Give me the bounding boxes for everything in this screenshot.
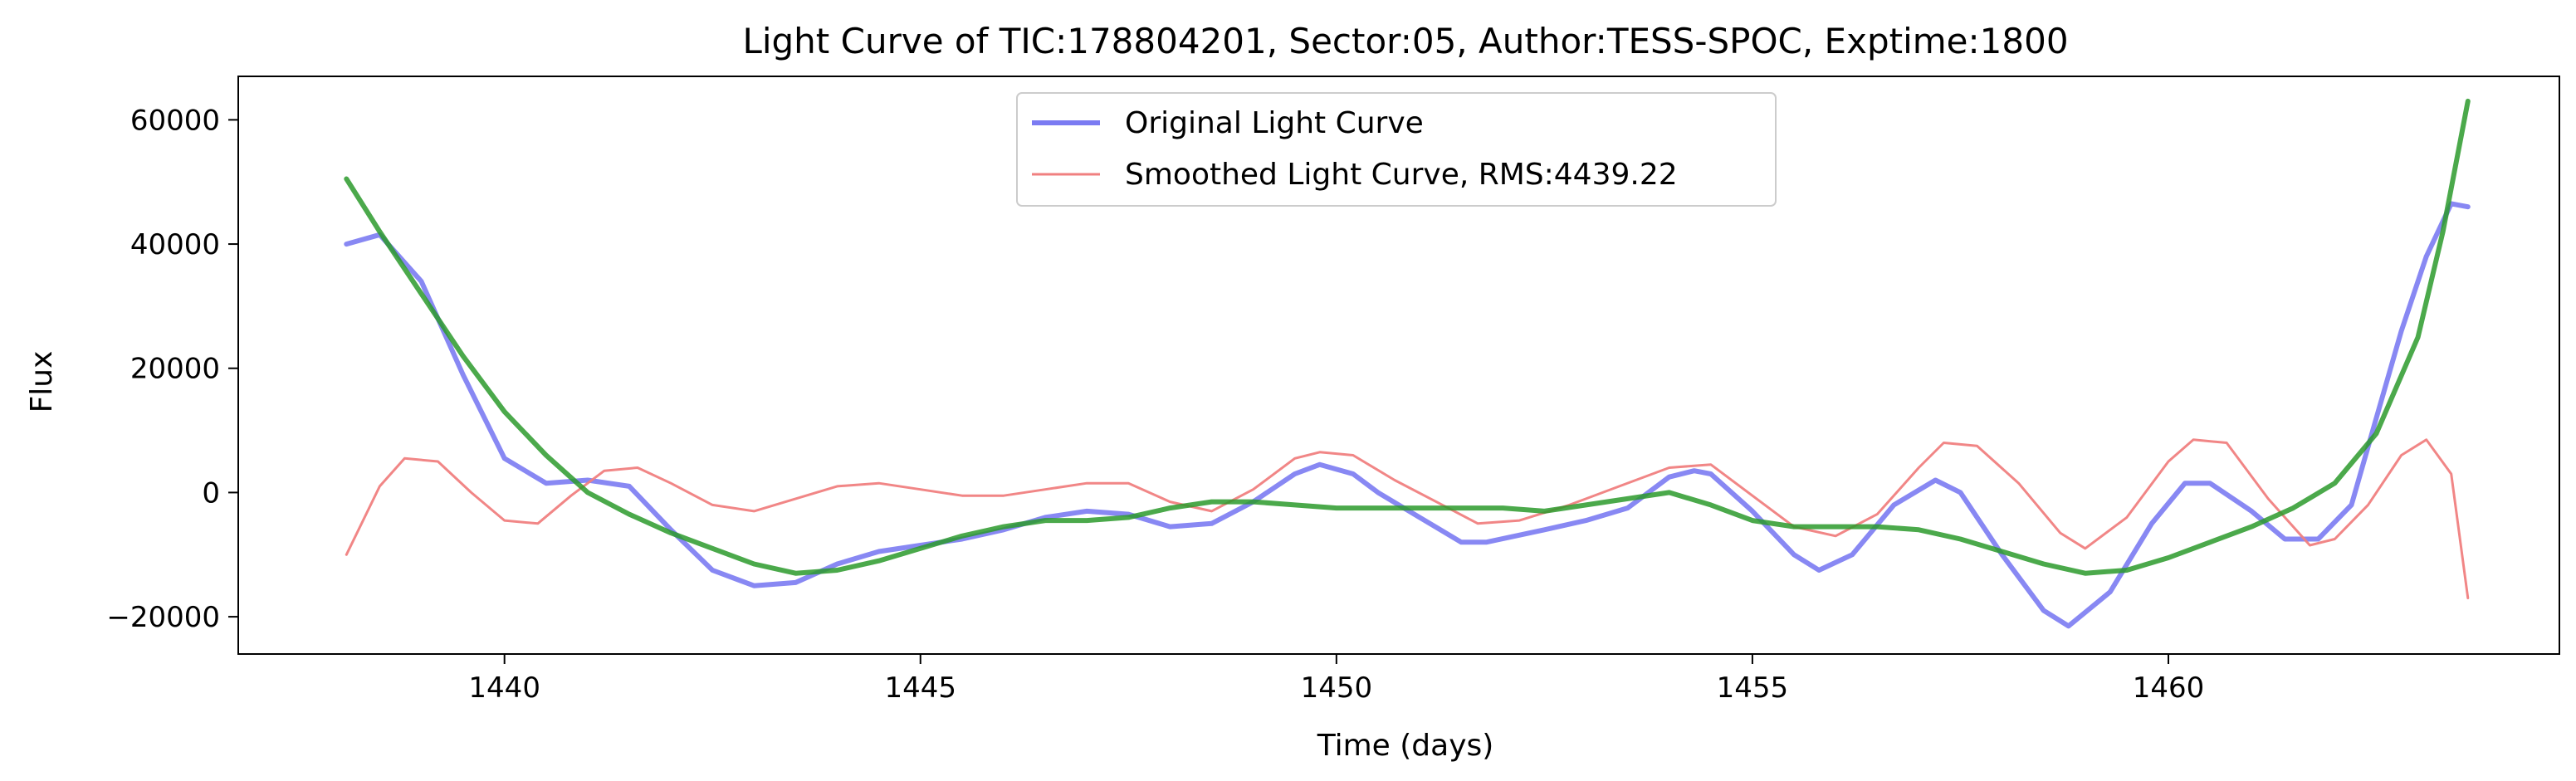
- x-axis: 1440 1445 1450 1455 1460: [468, 654, 2204, 705]
- series-smoothed-line: [345, 438, 2470, 600]
- y-axis: −20000 0 20000 40000 60000: [106, 104, 238, 634]
- series-original-line: [344, 201, 2471, 629]
- series-trend-line: [344, 98, 2471, 576]
- y-tick-label: 40000: [130, 228, 220, 261]
- y-tick-label: 60000: [130, 104, 220, 137]
- x-tick-label: 1450: [1301, 671, 1373, 705]
- x-tick-label: 1440: [468, 671, 540, 705]
- y-axis-label: Flux: [25, 351, 59, 413]
- x-tick-label: 1445: [884, 671, 956, 705]
- plot-area: [344, 98, 2471, 629]
- x-tick-label: 1460: [2133, 671, 2205, 705]
- legend-label-smoothed: Smoothed Light Curve, RMS:4439.22: [1125, 158, 1678, 192]
- chart-title: Light Curve of TIC:178804201, Sector:05,…: [742, 21, 2068, 61]
- legend: Original Light Curve Smoothed Light Curv…: [1016, 92, 1777, 207]
- y-tick-label: 0: [202, 476, 220, 510]
- plot-frame: [237, 76, 2560, 655]
- legend-label-original: Original Light Curve: [1125, 106, 1424, 140]
- x-axis-label: Time (days): [1317, 729, 1494, 763]
- x-tick-label: 1455: [1717, 671, 1789, 705]
- legend-box: [1016, 92, 1777, 207]
- y-tick-label: 20000: [130, 353, 220, 386]
- y-tick-label: −20000: [106, 601, 220, 634]
